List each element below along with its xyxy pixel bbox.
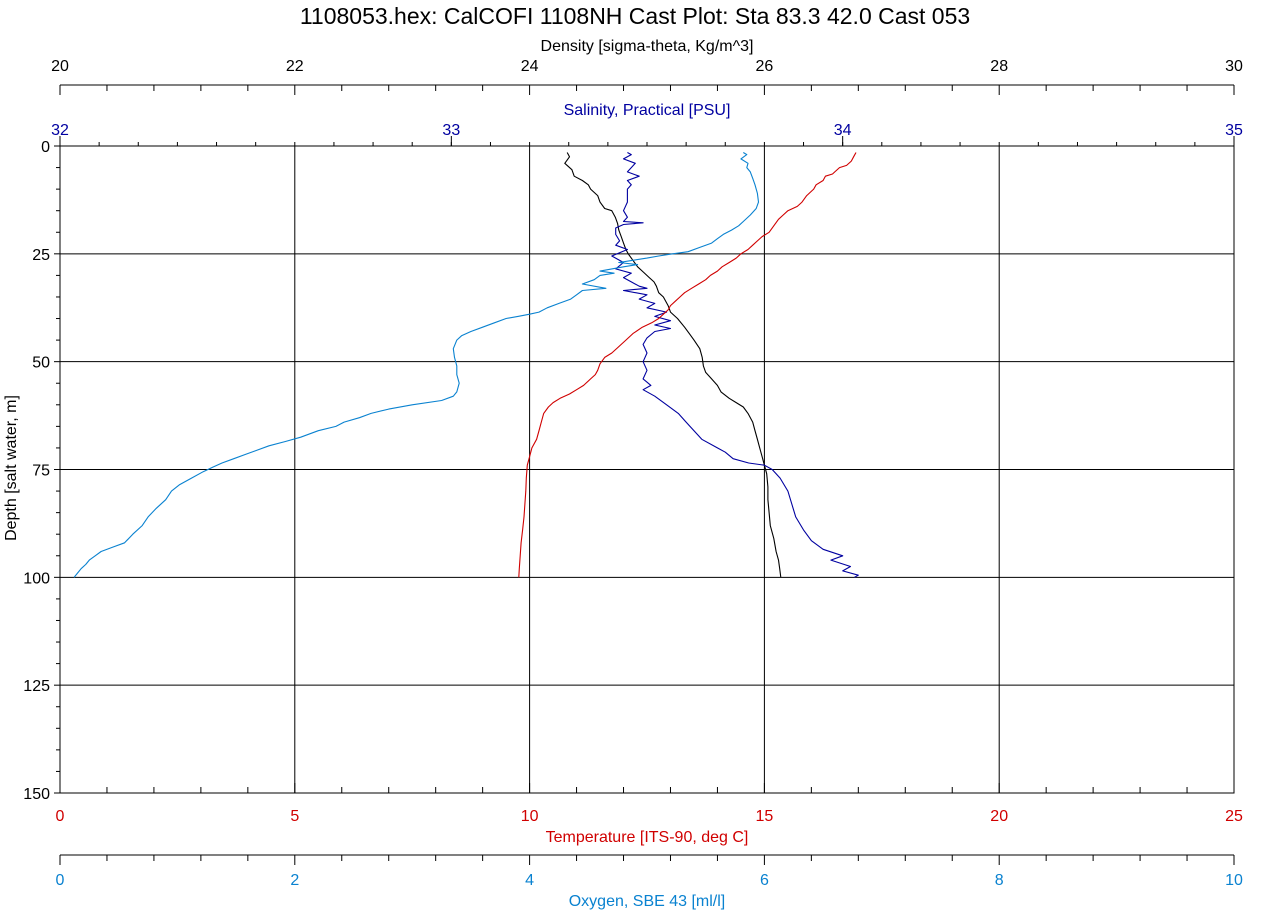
y-tick-label: 100: [23, 570, 50, 587]
x-tick-label-salinity: 34: [834, 122, 852, 139]
y-tick-label: 25: [32, 247, 50, 264]
x-axis-temperature: 0 5 10 15 20 25 Temperature [ITS-90, deg C]: [56, 783, 1243, 846]
x-tick-label-temperature: 5: [290, 808, 299, 825]
x-tick-label-density: 22: [286, 58, 304, 75]
x-tick-label-density: 20: [51, 58, 69, 75]
x-tick-label-salinity: 32: [51, 122, 69, 139]
y-axis-label: Depth [salt water, m]: [3, 395, 20, 541]
data-series: [73, 152, 859, 578]
x-tick-label-density: 28: [990, 58, 1008, 75]
x-tick-label-temperature: 25: [1225, 808, 1243, 825]
x-axis-title-oxygen: Oxygen, SBE 43 [ml/l]: [569, 893, 726, 910]
x-tick-label-oxygen: 6: [760, 872, 769, 889]
y-tick-label: 50: [32, 355, 50, 372]
x-axis-title-salinity: Salinity, Practical [PSU]: [564, 102, 731, 119]
x-tick-label-oxygen: 4: [525, 872, 534, 889]
y-tick-label: 150: [23, 786, 50, 803]
chart-title: 1108053.hex: CalCOFI 1108NH Cast Plot: S…: [300, 3, 970, 29]
x-tick-label-density: 30: [1225, 58, 1243, 75]
x-tick-label-density: 24: [521, 58, 539, 75]
series-line-oxygen: [73, 152, 760, 578]
series-line-density: [564, 152, 782, 578]
y-tick-label: 125: [23, 678, 50, 695]
x-axis-title-temperature: Temperature [ITS-90, deg C]: [546, 829, 749, 846]
x-tick-label-salinity: 35: [1225, 122, 1243, 139]
y-tick-label: 75: [32, 463, 50, 480]
x-tick-label-temperature: 20: [990, 808, 1008, 825]
x-tick-label-oxygen: 2: [290, 872, 299, 889]
x-axis-oxygen: 0 2 4 6 8 10 Oxygen, SBE 43 [ml/l]: [56, 854, 1243, 910]
y-tick-label: 0: [41, 139, 50, 156]
x-axis-density: 20 22 24 26 28 30 Density [sigma-theta, Kg/m^3…: [51, 38, 1243, 95]
x-axis-salinity: 32 33 34 35 Salinity, Practical [PSU]: [51, 102, 1243, 147]
x-tick-label-temperature: 10: [521, 808, 539, 825]
x-tick-label-oxygen: 0: [56, 872, 65, 889]
grid-lines: [59, 145, 1235, 794]
x-tick-label-temperature: 15: [756, 808, 774, 825]
series-line-temperature: [518, 152, 857, 578]
x-tick-label-oxygen: 10: [1225, 872, 1243, 889]
x-tick-label-temperature: 0: [56, 808, 65, 825]
series-line-salinity: [611, 152, 859, 578]
x-tick-label-density: 26: [756, 58, 774, 75]
x-tick-label-oxygen: 8: [995, 872, 1004, 889]
x-axis-title-density: Density [sigma-theta, Kg/m^3]: [541, 38, 754, 55]
x-tick-label-salinity: 33: [442, 122, 460, 139]
